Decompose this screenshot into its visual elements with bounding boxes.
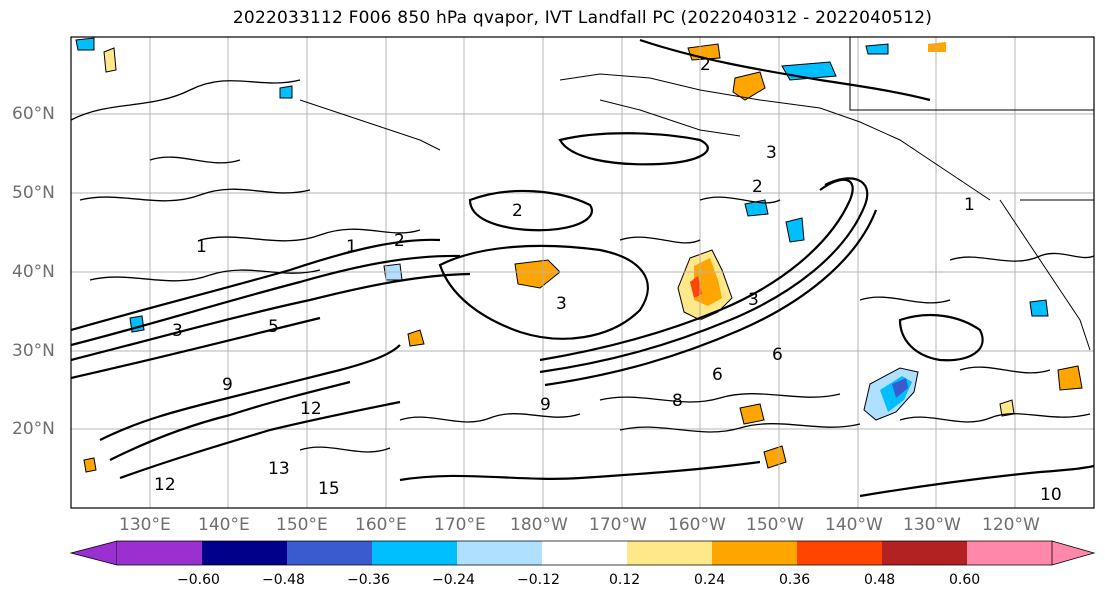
- lon-label: 180°W: [510, 515, 568, 535]
- map-title: 2022033112 F006 850 hPa qvapor, IVT Land…: [232, 8, 933, 28]
- colorbar-extend-low: [69, 540, 118, 566]
- contour-label: 9: [540, 395, 551, 415]
- contour-label: 10: [1040, 485, 1062, 505]
- lat-label: 60°N: [12, 104, 55, 124]
- contour-label: 3: [766, 143, 777, 163]
- lon-label: 160°E: [355, 515, 407, 535]
- contour-label: 13: [268, 459, 290, 479]
- contour-label: 1: [196, 237, 207, 257]
- contour-label: 1: [346, 237, 357, 257]
- colorbar: [69, 540, 1096, 566]
- contour-label: 3: [172, 321, 183, 341]
- lon-label: 150°E: [276, 515, 328, 535]
- lon-label: 150°W: [746, 515, 804, 535]
- colorbar-swatch: [712, 541, 797, 565]
- colorbar-swatch: [457, 541, 542, 565]
- colorbar-tick-label: 0.12: [609, 572, 641, 588]
- contour-label: 12: [154, 475, 176, 495]
- contour-label-layer: 2 3 1 1 2 5 3 3 6 9 12 12 13 15 6 9 10 8…: [154, 55, 1062, 505]
- colorbar-swatch: [117, 541, 202, 565]
- colorbar-tick-label: −0.60: [177, 572, 220, 588]
- colorbar-swatch: [967, 541, 1052, 565]
- colorbar-tick-label: 0.48: [864, 572, 896, 588]
- colorbar-tick-label: 0.36: [779, 572, 811, 588]
- lon-label: 140°W: [825, 515, 883, 535]
- lon-label: 170°E: [434, 515, 486, 535]
- colorbar-extend-high: [1051, 540, 1096, 566]
- contour-label: 15: [318, 479, 340, 499]
- colorbar-swatch: [287, 541, 372, 565]
- lon-label: 130°W: [903, 515, 961, 535]
- lon-label: 130°E: [119, 515, 171, 535]
- lat-label: 30°N: [12, 341, 55, 361]
- contour-label: 12: [300, 399, 322, 419]
- colorbar-swatch: [797, 541, 882, 565]
- colorbar-tick-label: 0.24: [694, 572, 726, 588]
- colorbar-swatch: [202, 541, 287, 565]
- contour-label: 2: [700, 55, 711, 75]
- lat-label: 50°N: [12, 183, 55, 203]
- lon-label: 170°W: [589, 515, 647, 535]
- contour-label: 6: [712, 365, 723, 385]
- contour-label: 2: [752, 177, 763, 197]
- anomaly-fill-layer: [75, 37, 1083, 473]
- contour-label: 6: [772, 345, 783, 365]
- lat-label: 40°N: [12, 262, 55, 282]
- lon-label: 140°E: [198, 515, 250, 535]
- colorbar-tick-label: −0.36: [347, 572, 390, 588]
- contour-label: 2: [512, 201, 523, 221]
- contour-label: 9: [222, 375, 233, 395]
- colorbar-swatch: [627, 541, 712, 565]
- contour-detail: [71, 79, 1094, 453]
- coastlines: [299, 37, 1094, 351]
- lon-label: 120°W: [982, 515, 1040, 535]
- colorbar-swatch: [542, 541, 627, 565]
- contour-label: 2: [394, 231, 405, 251]
- contour-lines: [71, 38, 1094, 498]
- contour-label: 3: [556, 294, 567, 314]
- contour-label: 5: [268, 317, 279, 337]
- colorbar-swatch: [372, 541, 457, 565]
- lat-label: 20°N: [12, 419, 55, 439]
- contour-label: 1: [964, 195, 975, 215]
- map-frame: [70, 36, 1095, 509]
- graticule: [71, 37, 1094, 508]
- colorbar-tick-label: −0.24: [432, 572, 475, 588]
- colorbar-swatch: [882, 541, 967, 565]
- colorbar-tick-label: 0.60: [949, 572, 981, 588]
- colorbar-tick-label: −0.48: [262, 572, 305, 588]
- contour-label: 3: [748, 290, 759, 310]
- contour-label: 8: [672, 391, 683, 411]
- lon-label: 160°W: [668, 515, 726, 535]
- colorbar-tick-label: −0.12: [517, 572, 560, 588]
